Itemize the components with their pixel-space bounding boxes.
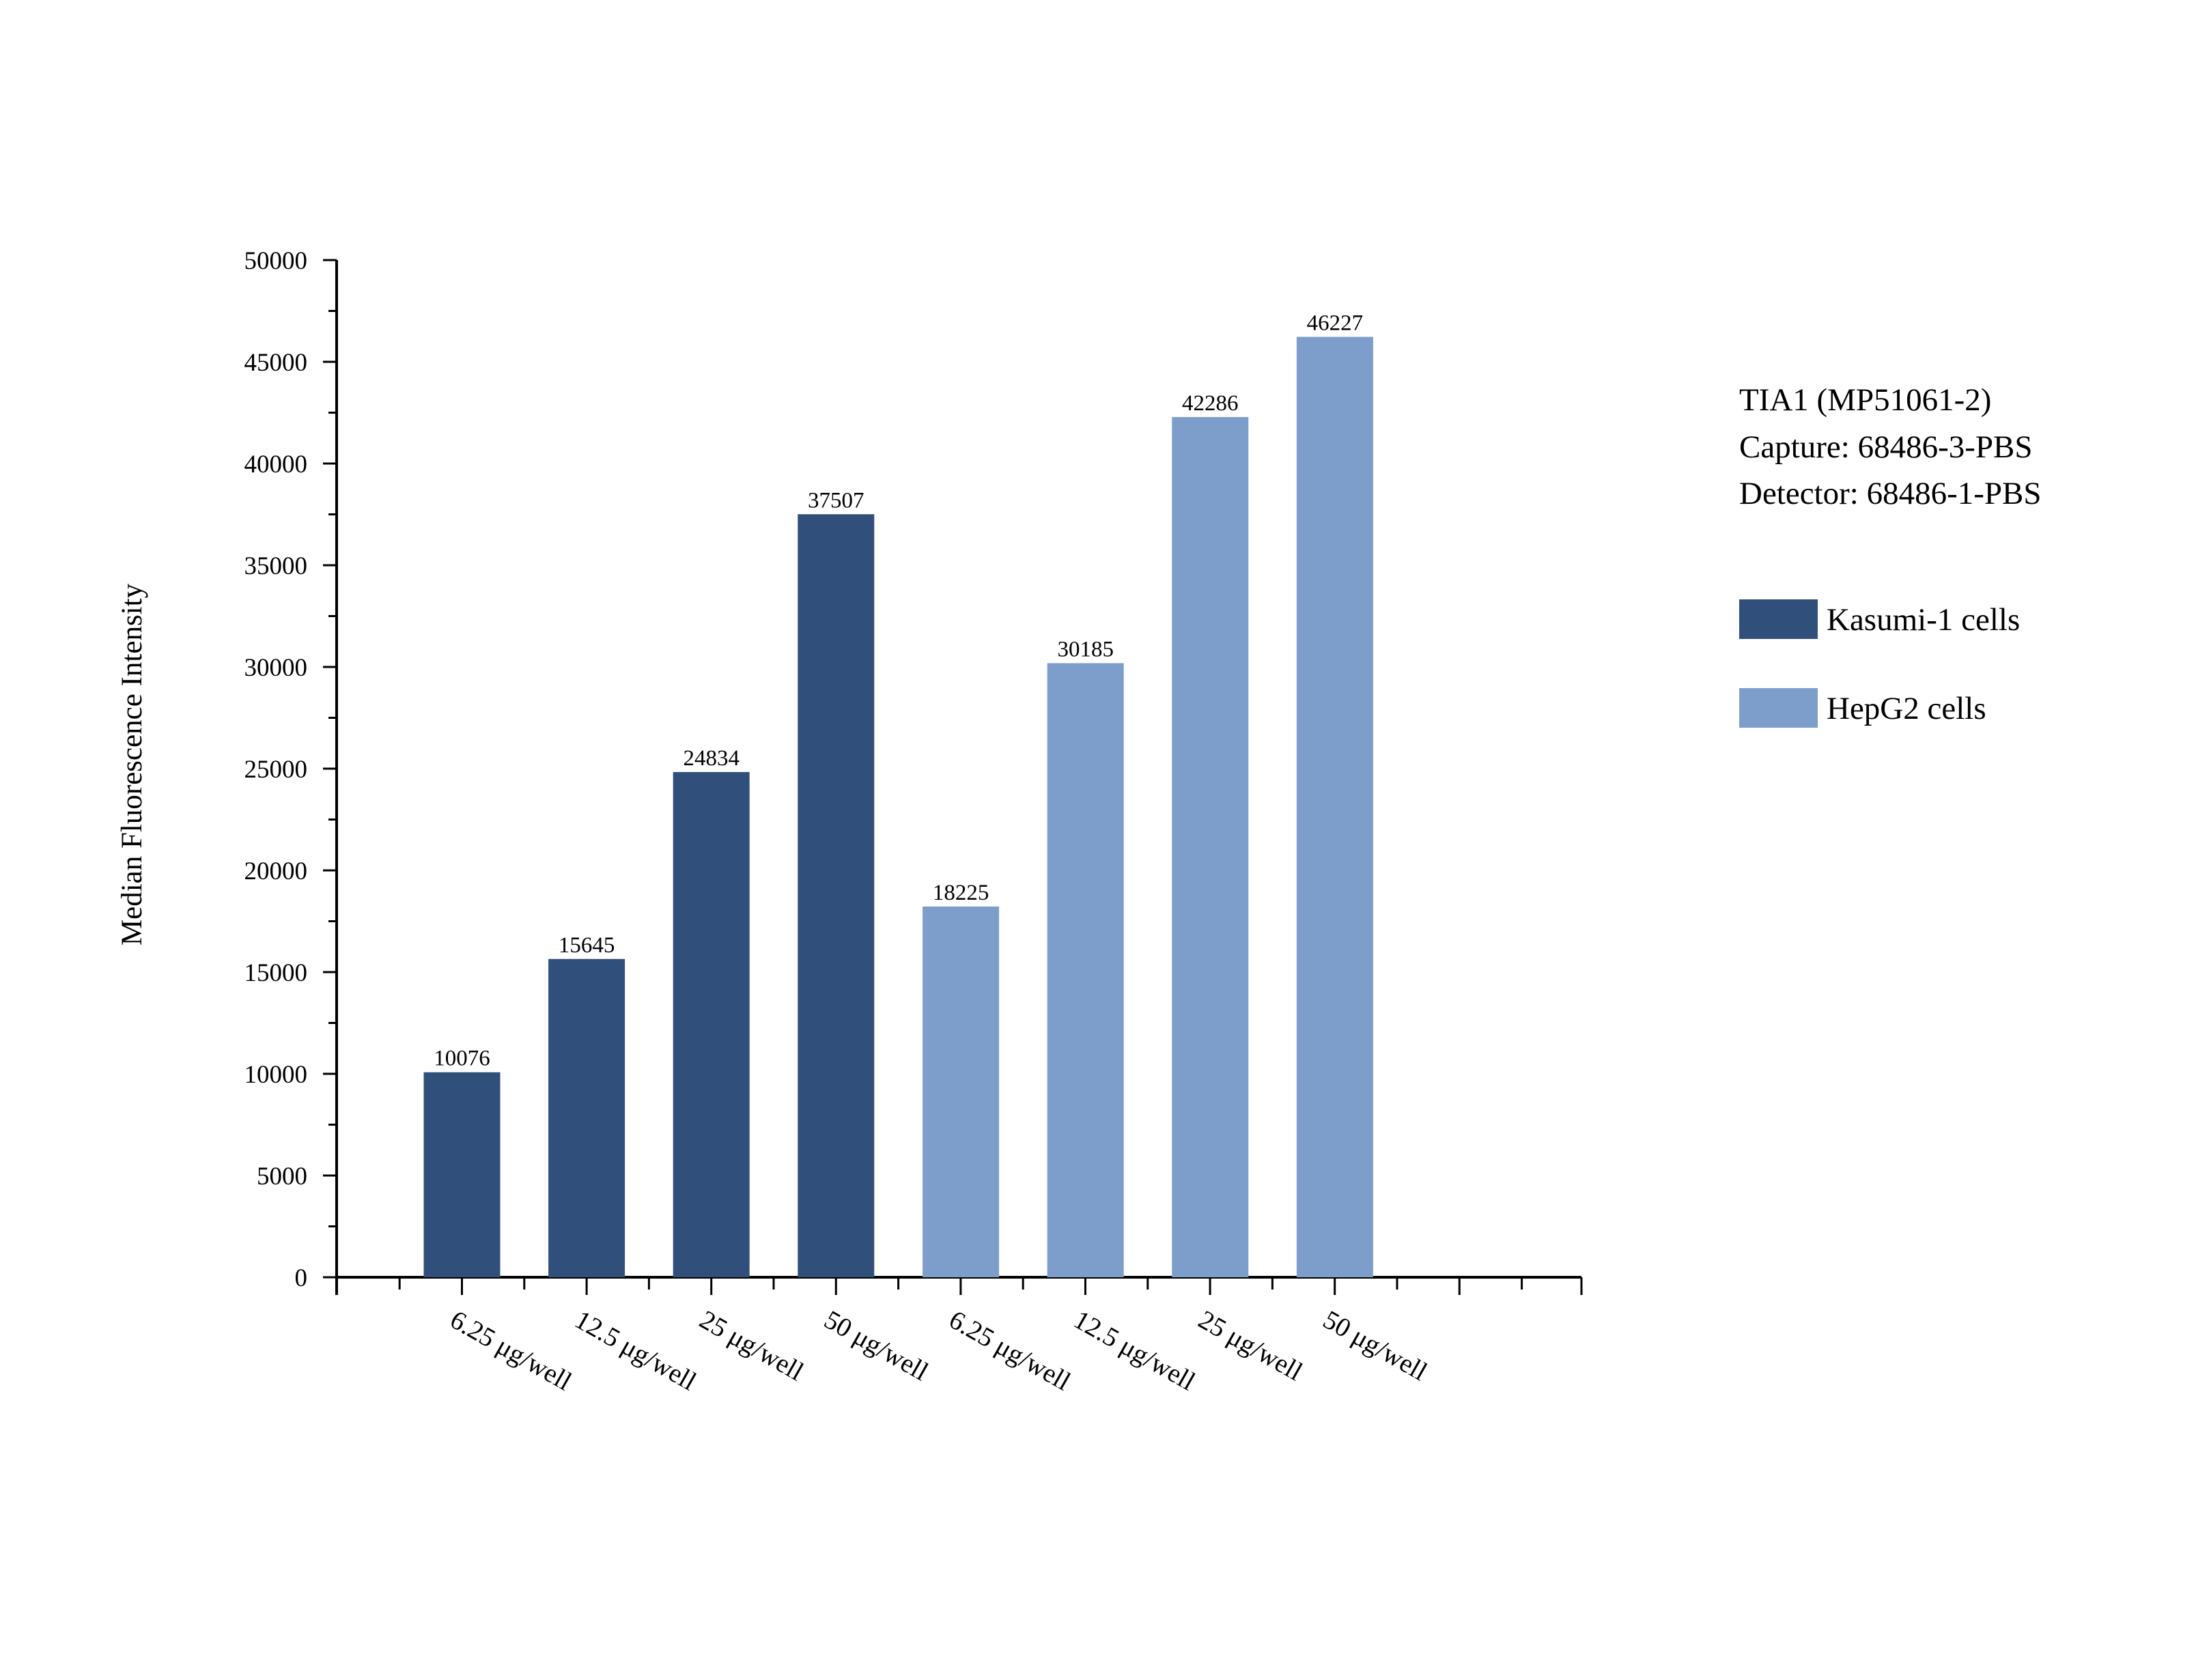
- legend: Kasumi-1 cells HepG2 cells: [1739, 599, 2020, 728]
- y-tick-label: 15000: [244, 959, 308, 987]
- y-axis-title: Median Fluorescence Intensity: [116, 583, 148, 945]
- bar: [1047, 663, 1124, 1277]
- data-label: 46227: [1307, 311, 1364, 335]
- bar: [1172, 416, 1249, 1277]
- info-line-3: Detector: 68486-1-PBS: [1739, 476, 2042, 511]
- y-axis-ticks: 0 5000 10000 15000 20000 25000 30000 35000 40000…: [244, 247, 337, 1292]
- data-label: 24834: [683, 746, 740, 771]
- legend-swatch-hepg2: [1739, 688, 1818, 728]
- bar: [548, 958, 625, 1277]
- y-tick-label: 10000: [244, 1061, 308, 1089]
- data-label: 30185: [1057, 637, 1114, 661]
- y-tick-label: 5000: [257, 1163, 307, 1191]
- bar: [923, 906, 1000, 1277]
- legend-label-hepg2: HepG2 cells: [1827, 691, 1986, 726]
- data-labels: 10076 15645 24834 37507 18225 30185 42286 46227: [434, 311, 1363, 1070]
- x-tick-label: 50 μg/well: [819, 1305, 933, 1386]
- data-label: 15645: [559, 933, 615, 958]
- x-tick-label: 25 μg/well: [1194, 1305, 1308, 1386]
- x-tick-label: 6.25 μg/well: [445, 1305, 576, 1396]
- bar: [798, 514, 875, 1277]
- y-tick-label: 35000: [244, 552, 308, 580]
- x-tick-label: 25 μg/well: [694, 1305, 808, 1386]
- legend-swatch-kasumi: [1739, 599, 1818, 639]
- bar: [423, 1072, 501, 1277]
- bars: [423, 337, 1373, 1277]
- bar: [673, 771, 750, 1277]
- plot-area: 0 5000 10000 15000 20000 25000 30000 35000 40000…: [244, 247, 1583, 1397]
- info-block: TIA1 (MP51061-2) Capture: 68486-3-PBS De…: [1739, 382, 2042, 511]
- x-tick-label: 12.5 μg/well: [1069, 1305, 1200, 1396]
- info-line-2: Capture: 68486-3-PBS: [1739, 429, 2033, 465]
- legend-label-kasumi: Kasumi-1 cells: [1827, 602, 2020, 638]
- x-axis-ticks: [398, 1277, 1583, 1295]
- x-tick-label: 6.25 μg/well: [944, 1305, 1075, 1396]
- y-tick-label: 45000: [244, 349, 308, 377]
- y-tick-label: 20000: [244, 857, 308, 885]
- y-tick-label: 25000: [244, 756, 308, 784]
- info-line-1: TIA1 (MP51061-2): [1739, 382, 1991, 418]
- data-label: 42286: [1182, 391, 1239, 416]
- data-label: 18225: [933, 881, 989, 905]
- x-tick-label: 50 μg/well: [1318, 1305, 1432, 1386]
- y-tick-label: 0: [295, 1264, 308, 1292]
- y-tick-label: 30000: [244, 654, 308, 682]
- bar: [1296, 337, 1373, 1277]
- y-tick-label: 50000: [244, 247, 308, 275]
- data-label: 37507: [808, 488, 864, 513]
- y-tick-label: 40000: [244, 451, 308, 479]
- data-label: 10076: [434, 1047, 490, 1071]
- x-tick-label: 12.5 μg/well: [570, 1305, 701, 1396]
